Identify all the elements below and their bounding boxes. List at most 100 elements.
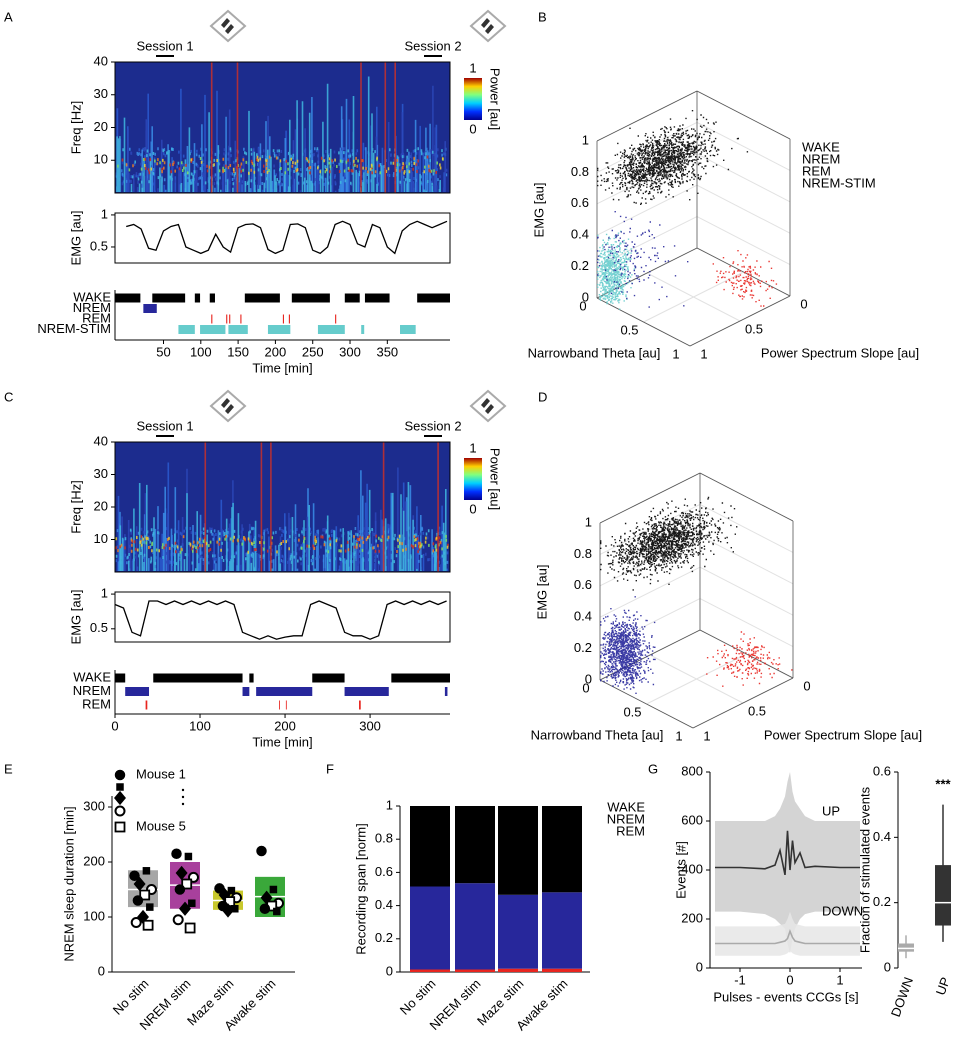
plot-frame: [114, 591, 451, 643]
grid-line: [596, 90, 791, 142]
bar-segment: [498, 894, 538, 969]
point-marker: [114, 769, 126, 781]
grid-line: [646, 272, 741, 322]
state-interval: [152, 293, 186, 303]
point-marker: [174, 884, 186, 895]
confidence-band: [715, 911, 860, 956]
y-tick-label: 10: [94, 531, 108, 546]
y-axis-label: Events [#]: [673, 841, 688, 899]
point-marker: [129, 870, 140, 881]
x-tick-label: 150: [227, 344, 249, 359]
state-label: NREM-STIM: [37, 321, 111, 336]
legend-label: REM: [802, 163, 831, 178]
state-interval: [312, 673, 345, 683]
point-marker: [181, 878, 193, 890]
y-tick-label: 600: [681, 812, 703, 827]
hardware-icon: [469, 389, 507, 423]
session-label: Session 1: [136, 418, 193, 433]
z-axis-label: EMG [au]: [531, 183, 546, 238]
state-interval: [115, 293, 141, 303]
point-marker: [227, 886, 236, 895]
x-axis-label: Time [min]: [252, 360, 312, 375]
box-edge: [596, 297, 691, 347]
point-marker: [130, 917, 142, 928]
x-tick-label: 200: [265, 344, 287, 359]
bar-segment: [455, 969, 495, 972]
point-marker: [132, 895, 144, 906]
state-interval: [125, 687, 150, 696]
x-tick-label: 0.5: [620, 322, 638, 337]
bar-segment: [542, 892, 582, 969]
x-tick-label: 0.5: [623, 704, 641, 719]
spectrogram-texture: [145, 534, 448, 554]
state-interval: [317, 325, 345, 334]
box: [935, 865, 951, 926]
x-tick-label: 0: [582, 680, 589, 695]
point-marker: [273, 907, 281, 916]
y-tick-label: 0: [696, 959, 703, 974]
y-tick-label: 0: [800, 296, 807, 311]
mean-line: [715, 830, 860, 876]
spectrogram-texture: [117, 535, 442, 553]
legend-ellipsis: [181, 788, 185, 792]
state-interval: [267, 325, 291, 334]
y-tick-label: 0.5: [90, 238, 108, 253]
state-interval: [364, 293, 390, 303]
y-tick-label: 1: [703, 728, 710, 743]
point-marker: [142, 867, 151, 875]
series-label: DOWN: [822, 903, 863, 918]
z-tick-label: 0.6: [574, 577, 592, 592]
state-interval: [226, 314, 228, 324]
panel-label: G: [648, 761, 658, 776]
y-tick-label: 1: [700, 346, 707, 361]
y-axis-label: Freq [Hz]: [68, 480, 83, 533]
point-cloud: [712, 250, 778, 307]
point-cloud: [600, 496, 738, 591]
y-tick-label: 1: [101, 206, 108, 221]
y-axis-label: Freq [Hz]: [68, 101, 83, 154]
x-tick-label: 50: [156, 344, 170, 359]
x-tick-label: 300: [339, 344, 361, 359]
panel-label: B: [538, 9, 547, 24]
state-interval: [361, 325, 365, 334]
legend-ellipsis: [181, 802, 185, 806]
hardware-icon: [221, 398, 234, 414]
panel-label: A: [4, 9, 13, 24]
y-tick-label: 10: [94, 152, 108, 167]
state-interval: [444, 687, 448, 696]
y-tick-label: 0.2: [873, 894, 891, 909]
state-interval: [344, 293, 360, 303]
state-interval: [178, 325, 195, 334]
hardware-icon: [209, 9, 247, 43]
point-marker: [139, 889, 151, 901]
legend-label: NREM: [607, 811, 645, 826]
legend-label: WAKE: [607, 799, 645, 814]
y-tick-label: 100: [83, 908, 105, 923]
grid-line: [599, 472, 794, 524]
colorbar-label: Power [au]: [488, 448, 503, 510]
bar-segment: [542, 806, 582, 893]
emg-line: [126, 220, 448, 255]
bar-segment: [410, 886, 450, 970]
state-interval: [391, 673, 450, 683]
colorbar-tick-label: 1: [469, 440, 476, 455]
state-interval: [240, 314, 242, 324]
x-tick-label: 1: [675, 728, 682, 743]
y-tick-label: 0: [803, 678, 810, 693]
session-label: Session 1: [136, 38, 193, 53]
legend-ellipsis: [181, 795, 185, 799]
x-axis-label: Narrowband Theta [au]: [531, 727, 664, 742]
y-tick-label: 1: [101, 586, 108, 601]
point-marker: [214, 883, 225, 894]
grid-line: [599, 598, 794, 650]
state-label: NREM: [73, 683, 111, 698]
x-tick-label: 0: [786, 972, 793, 987]
z-tick-label: 0: [585, 671, 592, 686]
y-tick-label: 0: [386, 963, 393, 978]
state-interval: [209, 293, 215, 303]
y-tick-label: 200: [83, 853, 105, 868]
bar-segment: [410, 806, 450, 887]
state-interval: [282, 314, 284, 324]
state-interval: [115, 673, 126, 683]
